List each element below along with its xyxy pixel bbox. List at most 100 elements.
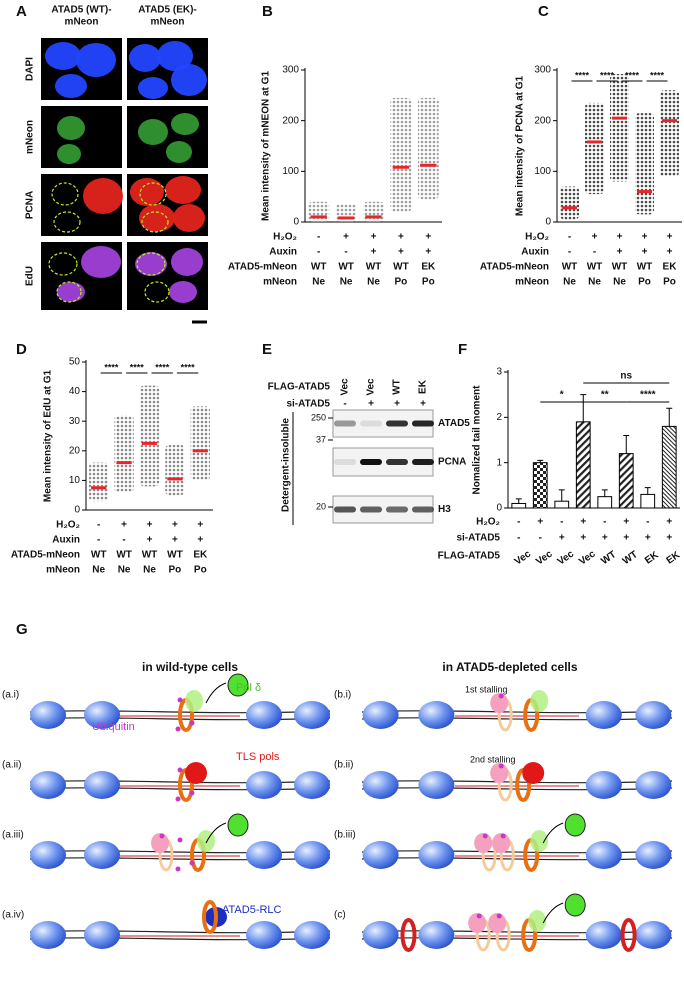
ubiquitin	[496, 913, 502, 919]
column-header: mNeon	[65, 17, 99, 28]
scheme-title: in ATAD5-depleted cells	[442, 660, 577, 674]
condition-value: +	[197, 535, 203, 546]
dot-cloud	[308, 201, 330, 222]
condition-name: mNeon	[46, 565, 80, 576]
ubiquitin	[177, 837, 183, 843]
polymerase	[151, 833, 169, 853]
dna	[29, 937, 331, 941]
rotated-label: Mean intensity of EdU at G1	[43, 369, 54, 502]
mean-line	[365, 215, 382, 219]
cell-outline	[136, 252, 166, 276]
sig-label: ****	[104, 362, 119, 372]
column-header: ATAD5 (EK)-	[138, 5, 197, 16]
tls-pol	[185, 762, 207, 784]
y-tick-label: 30	[69, 416, 81, 427]
rotated-label: EK	[643, 549, 661, 566]
condition-name: H₂O₂	[56, 520, 80, 531]
dot-cloud	[139, 385, 160, 487]
released-pol	[227, 813, 249, 837]
column-header: mNeon	[151, 17, 185, 28]
scheme-row-label: (b.ii)	[334, 760, 353, 771]
condition-value: -	[517, 517, 520, 528]
nucleosome	[294, 771, 330, 799]
rotated-label: WT	[621, 549, 640, 567]
dna	[361, 850, 673, 854]
ubiquitin	[189, 790, 195, 796]
mean-line	[192, 449, 208, 453]
sig-label: ****	[181, 362, 196, 372]
mean-line	[310, 215, 327, 219]
mean-line	[141, 441, 158, 445]
condition-value: +	[617, 232, 623, 243]
condition-value: +	[537, 517, 543, 528]
nucleosome	[84, 701, 120, 729]
bar	[640, 493, 656, 509]
sig-label: ****	[625, 70, 640, 80]
condition-value: Ne	[588, 277, 601, 288]
condition-value: +	[425, 247, 431, 258]
ubiquitin	[498, 763, 504, 769]
condition-name: Auxin	[52, 535, 80, 546]
condition-value: -	[317, 247, 320, 258]
bar	[575, 421, 591, 509]
error-bar	[537, 459, 544, 463]
condition-value: +	[121, 520, 127, 531]
nucleosome	[294, 921, 330, 949]
cell	[129, 44, 161, 72]
cell	[166, 141, 192, 163]
band	[412, 506, 434, 513]
rotated-label: EK	[664, 549, 682, 566]
condition-value: WT	[311, 262, 327, 273]
rotated-label: DAPI	[25, 57, 36, 81]
mean-line	[91, 486, 107, 490]
annotation: Ubiquitin	[92, 721, 135, 733]
row-name: FLAG-ATAD5	[268, 382, 331, 393]
ubiquitin	[500, 833, 506, 839]
dot-cloud	[660, 90, 679, 177]
band	[386, 506, 408, 513]
nucleosome	[246, 921, 282, 949]
y-tick-label: 200	[534, 115, 551, 126]
y-tick-label: 50	[69, 357, 81, 368]
micrograph	[127, 106, 208, 168]
pcna-ring	[400, 918, 417, 952]
rotated-label: mNeon	[25, 120, 36, 154]
condition-value: -	[603, 517, 606, 528]
cell	[130, 178, 164, 206]
condition-value: +	[667, 232, 673, 243]
nucleosome	[585, 701, 622, 729]
condition-value: +	[602, 533, 608, 544]
dna	[361, 930, 673, 934]
arrow	[542, 902, 564, 924]
rotated-label: Vec	[556, 548, 577, 567]
condition-value: +	[398, 247, 404, 258]
mw-marker: 20	[316, 501, 326, 511]
cell-outline	[53, 211, 81, 233]
y-tick-label: 200	[282, 115, 299, 126]
y-tick-label: 0	[496, 503, 502, 514]
cell	[57, 282, 85, 302]
scheme-row-label: (a.ii)	[2, 760, 21, 771]
sig-label: ****	[640, 390, 656, 401]
condition-value: -	[568, 247, 571, 258]
condition-value: -	[344, 247, 347, 258]
condition-value: -	[646, 517, 649, 528]
condition-value: +	[642, 247, 648, 258]
released-pol	[564, 813, 586, 837]
rotated-label: Vec	[366, 378, 377, 396]
dot-cloud	[560, 186, 579, 220]
condition-name: mNeon	[515, 277, 549, 288]
cell	[173, 204, 205, 232]
dna	[29, 850, 331, 854]
cell-outline	[144, 281, 170, 303]
condition-value: WT	[393, 262, 409, 273]
polymerase	[490, 693, 509, 713]
pol-delta	[530, 690, 549, 712]
cell	[135, 252, 167, 276]
y-tick-label: 300	[282, 65, 299, 76]
condition-name: mNeon	[263, 277, 297, 288]
scheme-row-label: (b.iii)	[334, 830, 356, 841]
band	[360, 506, 382, 513]
condition-value: Ne	[312, 277, 325, 288]
condition-value: -	[517, 533, 520, 544]
